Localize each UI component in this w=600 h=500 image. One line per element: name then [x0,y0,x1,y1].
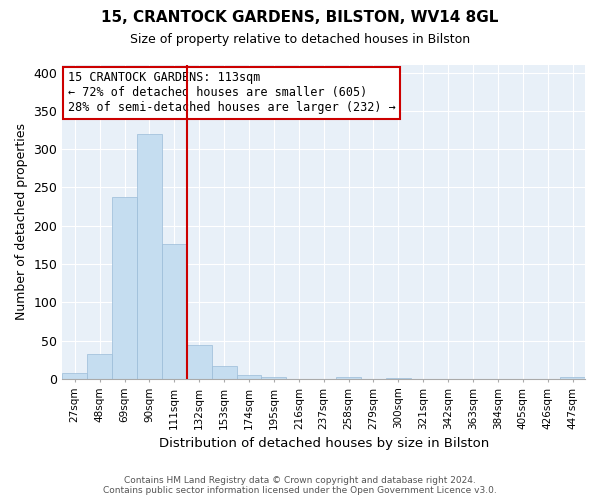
Text: 15, CRANTOCK GARDENS, BILSTON, WV14 8GL: 15, CRANTOCK GARDENS, BILSTON, WV14 8GL [101,10,499,25]
Text: Size of property relative to detached houses in Bilston: Size of property relative to detached ho… [130,32,470,46]
Bar [386,378,411,379]
Bar [212,366,236,379]
Bar [162,244,187,379]
Y-axis label: Number of detached properties: Number of detached properties [15,124,28,320]
Text: 15 CRANTOCK GARDENS: 113sqm
← 72% of detached houses are smaller (605)
28% of se: 15 CRANTOCK GARDENS: 113sqm ← 72% of det… [68,72,395,114]
X-axis label: Distribution of detached houses by size in Bilston: Distribution of detached houses by size … [158,437,489,450]
Bar [87,354,112,379]
Bar [262,378,286,379]
Bar [236,375,262,379]
Bar [62,373,87,379]
Bar [336,376,361,379]
Bar [560,378,585,379]
Bar [112,196,137,379]
Bar [187,345,212,379]
Bar [137,134,162,379]
Text: Contains HM Land Registry data © Crown copyright and database right 2024.
Contai: Contains HM Land Registry data © Crown c… [103,476,497,495]
